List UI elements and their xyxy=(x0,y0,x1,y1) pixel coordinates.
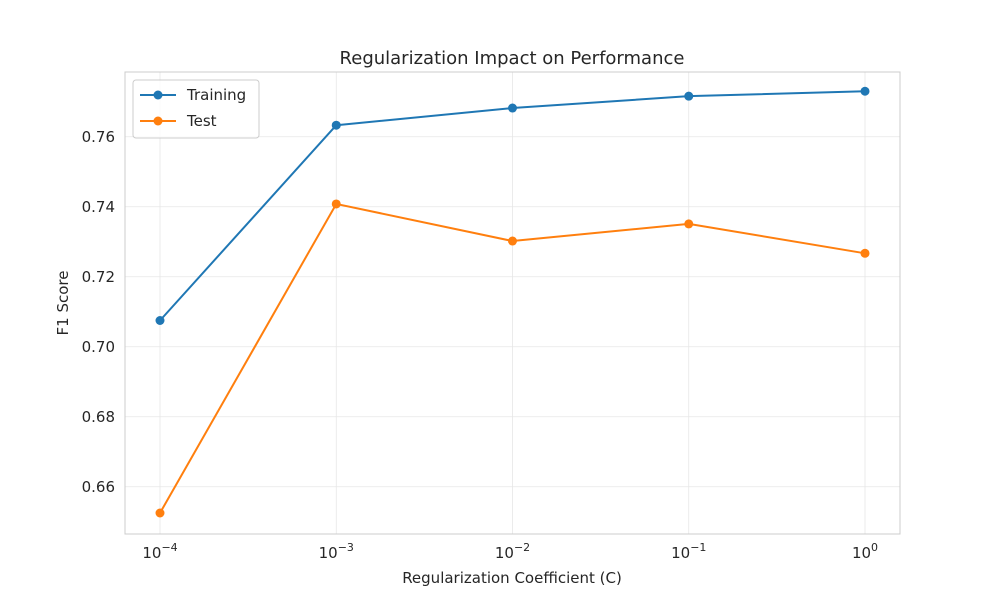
data-point-training xyxy=(331,120,341,130)
x-tick-label: 10−2 xyxy=(495,541,530,562)
series-test xyxy=(155,199,870,518)
data-point-test xyxy=(684,219,694,229)
legend-marker-test xyxy=(153,116,163,126)
data-point-training xyxy=(860,86,870,96)
legend-marker-training xyxy=(153,90,163,100)
x-tick-label: 10−3 xyxy=(319,541,354,562)
y-axis-ticks: 0.66 0.68 0.70 0.72 0.74 0.76 xyxy=(82,128,115,496)
x-tick-exponent: −3 xyxy=(338,541,354,554)
data-point-training xyxy=(684,91,694,101)
x-tick-exponent: 0 xyxy=(871,541,878,554)
x-tick-base: 10 xyxy=(671,544,690,562)
series-training xyxy=(155,86,870,325)
x-tick-label: 10−4 xyxy=(142,541,177,562)
y-tick-label: 0.66 xyxy=(82,478,115,496)
series-layer xyxy=(155,86,870,518)
x-tick-base: 10 xyxy=(852,544,871,562)
x-tick-exponent: −4 xyxy=(161,541,177,554)
plot-area xyxy=(124,71,901,535)
x-tick-base: 10 xyxy=(495,544,514,562)
y-tick-label: 0.74 xyxy=(82,198,115,216)
x-axis-label: Regularization Coefficient (C) xyxy=(402,569,622,587)
x-tick-base: 10 xyxy=(142,544,161,562)
x-tick-exponent: −2 xyxy=(514,541,530,554)
x-tick-base: 10 xyxy=(319,544,338,562)
data-point-training xyxy=(508,103,517,113)
grid xyxy=(125,72,900,534)
y-tick-label: 0.76 xyxy=(82,128,115,146)
data-point-test xyxy=(508,236,517,246)
y-tick-label: 0.70 xyxy=(82,338,115,356)
data-point-test xyxy=(155,508,165,518)
legend-label-training: Training xyxy=(186,86,246,104)
chart-title: Regularization Impact on Performance xyxy=(340,48,685,69)
data-point-test xyxy=(331,199,341,209)
x-tick-label: 100 xyxy=(852,541,878,562)
data-point-test xyxy=(860,248,870,258)
x-tick-label: 10−1 xyxy=(671,541,706,562)
x-tick-exponent: −1 xyxy=(690,541,706,554)
x-axis-ticks: 10−4 10−3 10−2 10−1 100 xyxy=(142,541,878,562)
y-tick-label: 0.68 xyxy=(82,408,115,426)
y-tick-label: 0.72 xyxy=(82,268,115,286)
legend: Training Test xyxy=(132,79,260,139)
y-axis-label: F1 Score xyxy=(54,271,72,336)
data-point-training xyxy=(155,316,165,325)
legend-label-test: Test xyxy=(186,112,217,130)
